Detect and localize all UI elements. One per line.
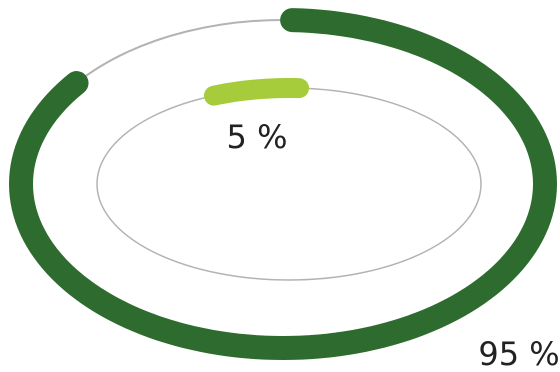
inner-ring-track: [96, 87, 482, 281]
inner-ring-value-arc: [203, 78, 310, 106]
outer-ring-value-arc: [8, 8, 558, 361]
rings-group: [8, 8, 558, 361]
outer-ring-value-label: 95 %: [478, 335, 559, 372]
inner-ring-value-label: 5 %: [227, 118, 288, 156]
